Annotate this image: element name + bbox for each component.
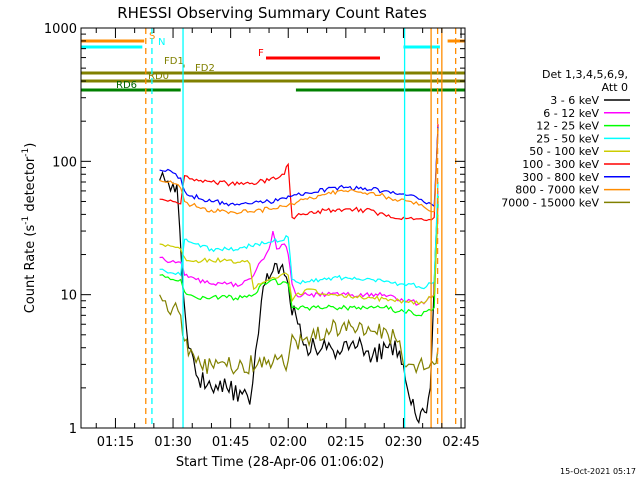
legend-header-1: Det 1,3,4,5,6,9, xyxy=(542,68,628,81)
plot-frame xyxy=(80,27,466,429)
legend-label-4: 50 - 100 keV xyxy=(529,145,599,158)
y-axis: 1 10 100 1000 xyxy=(44,22,465,437)
y-axis-label-mid: detector xyxy=(23,156,38,216)
x-tick-label: 01:15 xyxy=(97,435,134,450)
legend-label-2: 12 - 25 keV xyxy=(536,120,599,133)
state-bar-layer: F SN FD1 FD2 RD0 RD6 xyxy=(81,31,465,92)
y-tick-label: 1000 xyxy=(44,22,77,37)
x-axis: 01:15 01:30 01:45 02:00 02:15 02:30 02:45 xyxy=(95,28,480,450)
series-line-1 xyxy=(159,190,439,306)
chart-title: RHESSI Observing Summary Count Rates xyxy=(117,4,427,22)
legend-label-7: 800 - 7000 keV xyxy=(515,184,599,197)
legend-label-3: 25 - 50 keV xyxy=(536,132,599,145)
series-line-7 xyxy=(159,130,439,215)
state-label-f: F xyxy=(258,48,264,59)
x-tick-label: 02:45 xyxy=(442,435,479,450)
series-line-0 xyxy=(159,170,439,425)
series-line-8 xyxy=(159,294,439,375)
series-line-3 xyxy=(159,181,439,290)
legend-label-0: 3 - 6 keV xyxy=(550,94,599,107)
x-tick-label: 02:15 xyxy=(327,435,364,450)
y-axis-label-sup2: -1 xyxy=(21,148,31,157)
state-label-n: N xyxy=(158,37,165,48)
state-label-s: S xyxy=(149,31,155,42)
x-tick-label: 02:00 xyxy=(270,435,307,450)
legend-header-2: Att 0 xyxy=(602,81,628,94)
series-line-2 xyxy=(159,195,439,317)
y-axis-label: Count Rate (s-1 detector-1) xyxy=(21,143,38,314)
series-line-4 xyxy=(159,214,439,305)
series-layer xyxy=(159,124,439,425)
legend-label-6: 300 - 800 keV xyxy=(522,171,599,184)
state-label-rd6: RD6 xyxy=(116,80,137,91)
x-tick-label: 01:30 xyxy=(154,435,191,450)
series-line-5 xyxy=(159,124,439,222)
y-tick-label: 100 xyxy=(52,155,77,170)
x-tick-label: 01:45 xyxy=(212,435,249,450)
legend-label-8: 7000 - 15000 keV xyxy=(501,196,599,209)
y-axis-label-sup1: -1 xyxy=(21,216,31,225)
legend-label-5: 100 - 300 keV xyxy=(522,158,599,171)
marker-layer xyxy=(145,28,457,428)
y-axis-label-end: ) xyxy=(23,143,38,148)
state-label-fd1: FD1 xyxy=(164,56,184,67)
y-tick-label: 10 xyxy=(60,289,77,304)
x-axis-label: Start Time (28-Apr-06 01:06:02) xyxy=(176,455,384,470)
y-tick-label: 1 xyxy=(69,422,77,437)
state-label-rd0: RD0 xyxy=(148,71,169,82)
legend-label-1: 6 - 12 keV xyxy=(543,107,599,120)
series-line-6 xyxy=(159,127,439,208)
state-label-fd2: FD2 xyxy=(195,63,215,74)
y-axis-label-main: Count Rate (s xyxy=(23,225,38,314)
x-tick-label: 02:30 xyxy=(385,435,422,450)
footer-date: 15-Oct-2021 05:17 xyxy=(560,467,636,476)
